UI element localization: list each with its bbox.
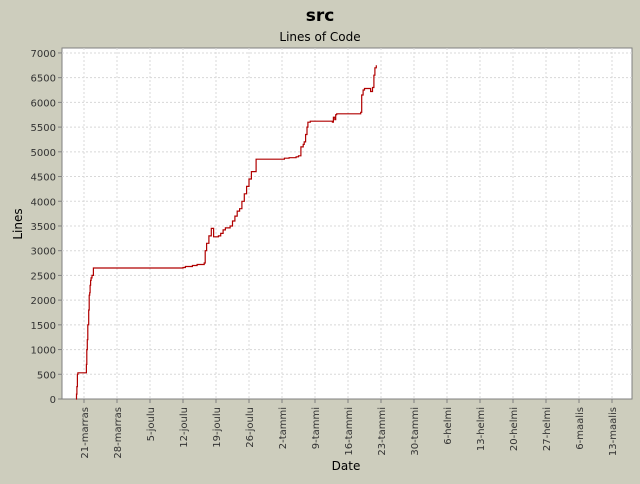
y-tick-label: 1000 [31,346,56,357]
x-tick-label: 30-tammi [410,407,421,456]
series-line [75,65,377,400]
y-axis: 0 500 1000 1500 2000 2500 3000 3500 4000 4500 5000… [31,49,62,406]
chart-subtitle: Lines of Code [279,30,360,44]
plot-area [61,47,633,400]
y-tick-label: 6500 [31,74,56,85]
x-tick-label: 16-tammi [344,407,355,456]
x-tick-label: 2-tammi [278,407,289,449]
y-tick-label: 3000 [31,247,56,258]
x-tick-label: 13-maalis [608,407,619,456]
x-axis: 21-marras 28-marras 5-joulu 12-joulu 19-joul… [80,399,619,459]
y-tick-label: 4500 [31,173,56,184]
y-tick-label: 500 [37,370,56,381]
x-tick-label: 19-joulu [212,407,223,448]
chart-title: src [306,6,335,26]
x-tick-label: 23-tammi [377,407,388,456]
x-tick-label: 13-helmi [476,407,487,451]
y-tick-label: 0 [50,395,56,406]
y-tick-label: 2500 [31,271,56,282]
x-axis-label: Date [332,459,361,473]
x-tick-label: 6-maalis [575,407,586,450]
x-tick-label: 9-tammi [311,407,322,449]
x-tick-label: 5-joulu [146,407,157,441]
x-tick-label: 26-joulu [245,407,256,448]
y-tick-label: 5000 [31,148,56,159]
x-tick-label: 6-helmi [443,407,454,445]
x-tick-label: 28-marras [113,407,124,459]
x-tick-label: 21-marras [80,407,91,459]
y-tick-label: 5500 [31,123,56,134]
y-tick-label: 4000 [31,197,56,208]
y-tick-label: 3500 [31,222,56,233]
y-axis-label: Lines [11,208,25,239]
x-tick-label: 12-joulu [179,407,190,448]
series-layer [75,65,377,400]
y-tick-label: 7000 [31,49,56,60]
y-tick-label: 6000 [31,98,56,109]
x-tick-label: 27-helmi [542,407,553,451]
y-tick-label: 2000 [31,296,56,307]
x-tick-label: 20-helmi [509,407,520,451]
y-tick-label: 1500 [31,321,56,332]
grid-lines [62,48,632,399]
